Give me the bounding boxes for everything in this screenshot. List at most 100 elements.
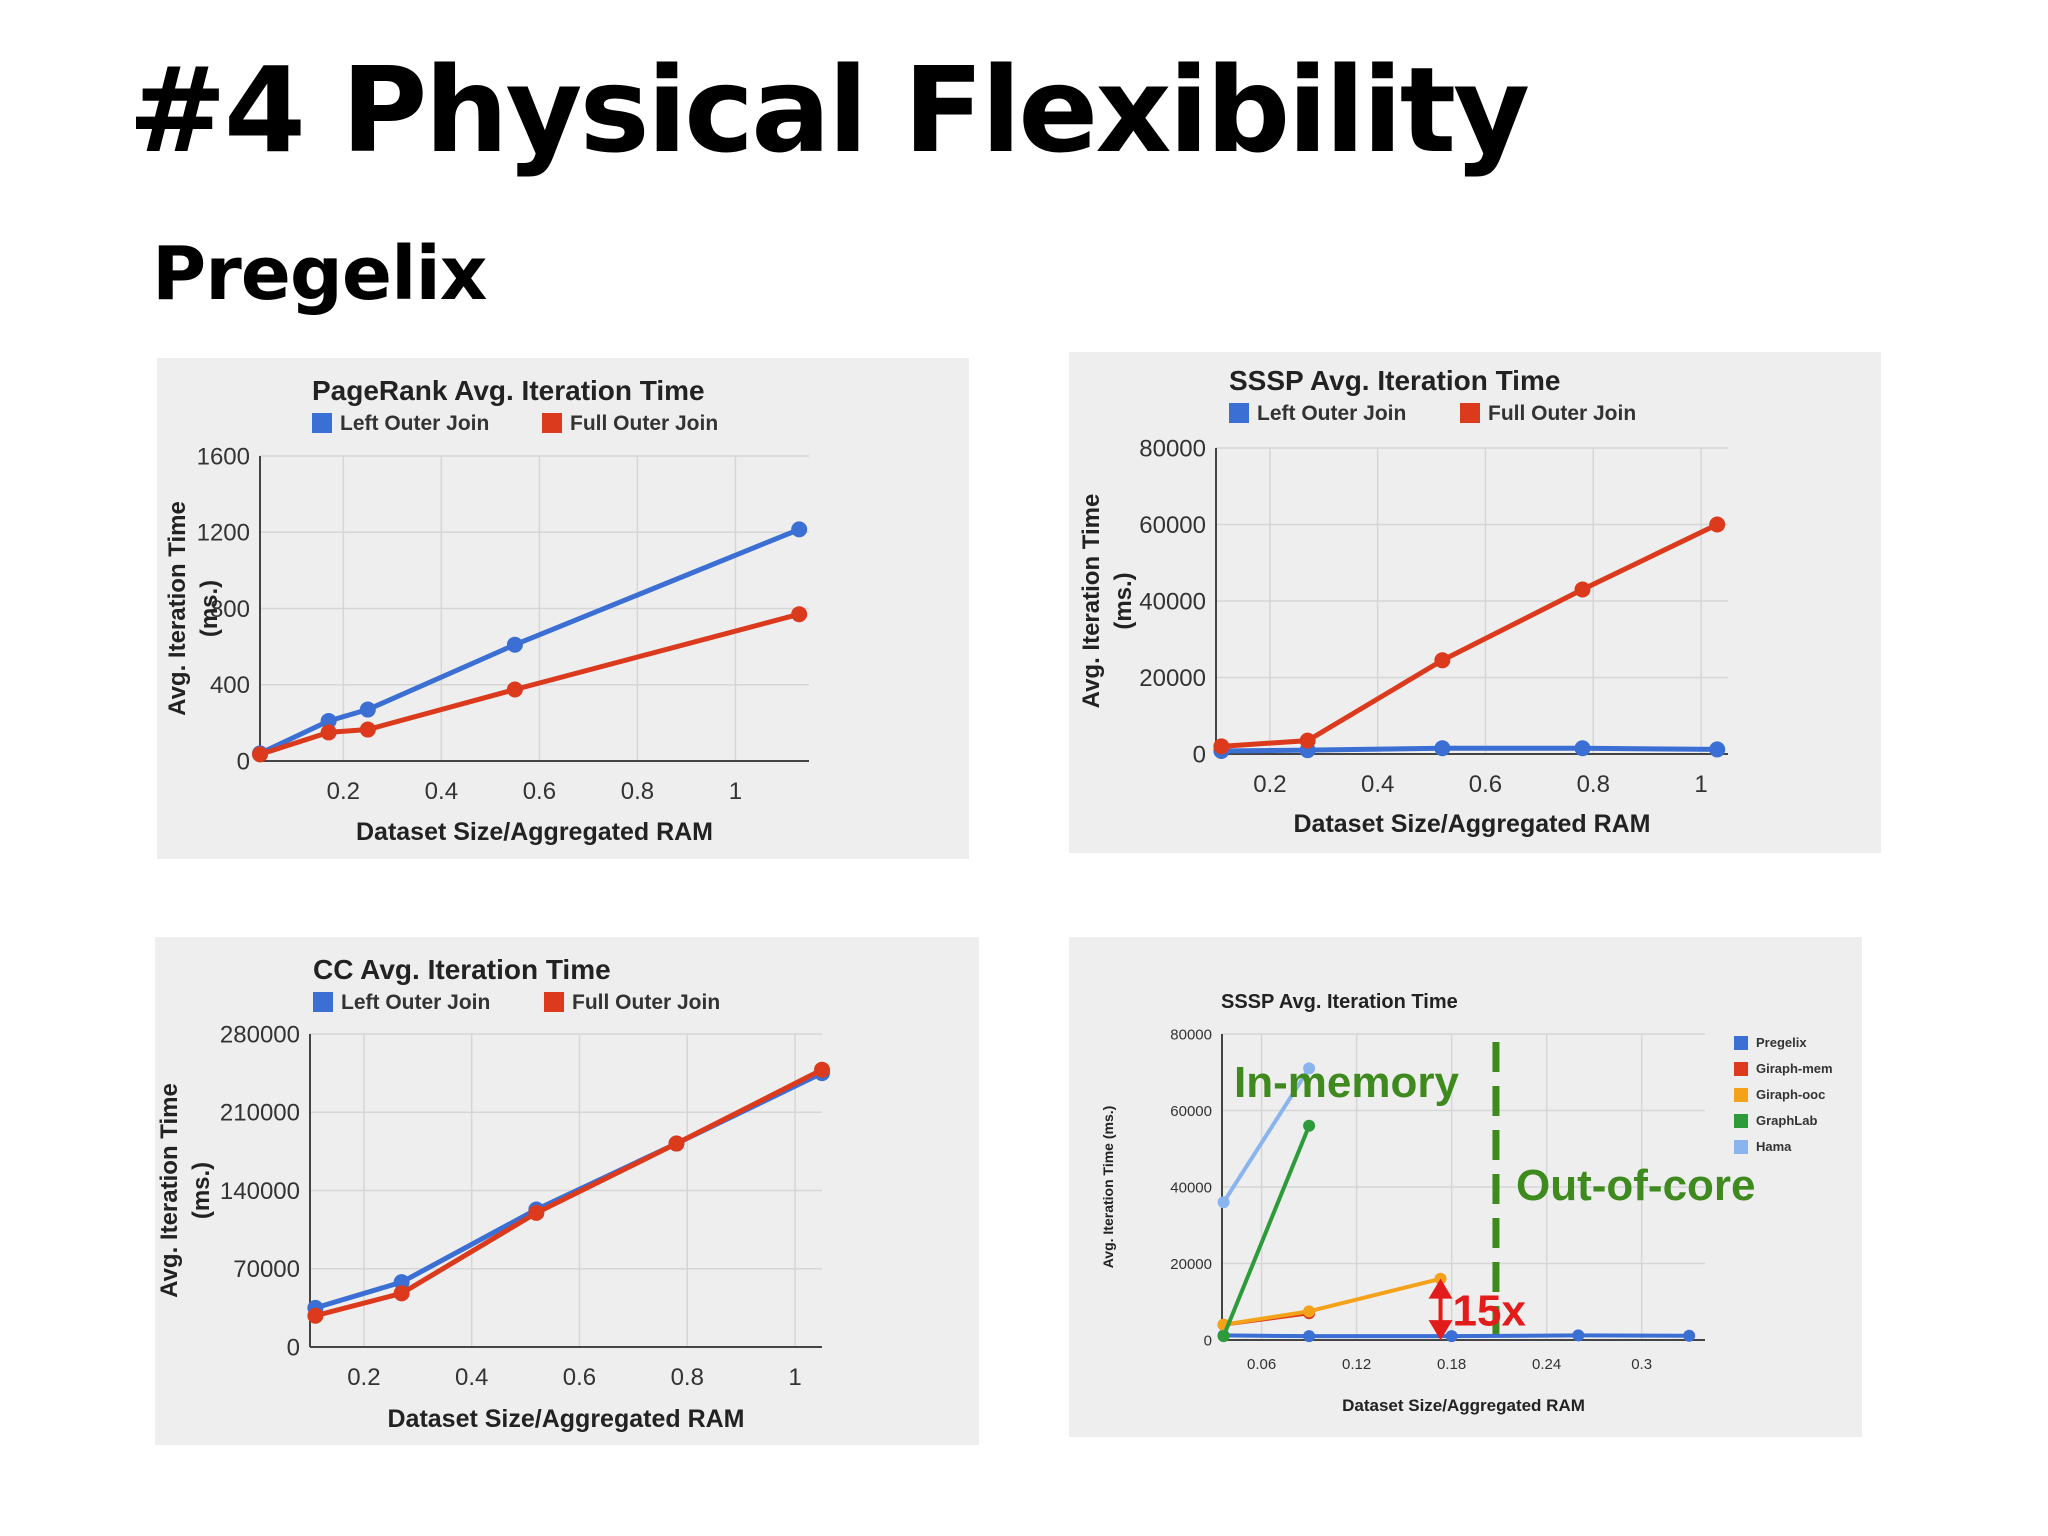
- legend-label: Hama: [1756, 1139, 1792, 1154]
- data-point: [506, 636, 523, 653]
- x-tick-label: 0.18: [1437, 1356, 1466, 1373]
- x-axis-label: Dataset Size/Aggregated RAM: [1342, 1396, 1585, 1415]
- legend-swatch: [1734, 1114, 1748, 1128]
- legend-label: Giraph-ooc: [1756, 1087, 1825, 1102]
- data-point: [252, 746, 268, 763]
- legend-label: Pregelix: [1756, 1035, 1807, 1050]
- data-point: [320, 712, 337, 729]
- y-tick-label: 80000: [1139, 435, 1206, 462]
- y-tick-label: 0: [287, 1334, 300, 1361]
- sssp-chart: 0 20000 40000 60000 80000 0.2 0.4 0.6 0.8 1 SSSP A…: [1078, 365, 1728, 838]
- data-point: [1303, 1119, 1316, 1132]
- series-line: [1223, 1276, 1442, 1327]
- x-tick-label: 0.2: [1253, 771, 1286, 798]
- data-point: [1217, 1330, 1230, 1343]
- data-point: [1572, 1329, 1585, 1342]
- pagerank-chart: 0 400 800 1200 1600 0.2 0.4 0.6 0.8 1 PageRank Avg…: [164, 375, 809, 846]
- sssp-comparison-chart-panel: 0 20000 40000 60000 80000 0.06 0.12 0.18 0.24 0.3…: [1069, 937, 1862, 1437]
- chart-title: SSSP Avg. Iteration Time: [1221, 991, 1458, 1013]
- cc-chart: 0 70000 140000 210000 280000 0.2 0.4 0.6 0.8 1 CC …: [156, 954, 830, 1433]
- in-memory-annotation: In-memory: [1234, 1058, 1459, 1107]
- legend-swatch: [1734, 1088, 1748, 1102]
- y-tick-label: 20000: [1170, 1256, 1212, 1273]
- y-tick-label: 20000: [1139, 665, 1206, 692]
- data-point: [791, 606, 808, 623]
- x-axis-label: Dataset Size/Aggregated RAM: [1293, 810, 1650, 838]
- series-line: [1221, 1125, 1311, 1337]
- series-line: [1221, 745, 1718, 754]
- y-tick-label: 400: [210, 672, 250, 699]
- out-of-core-annotation: Out-of-core: [1516, 1161, 1756, 1210]
- data-point: [1709, 741, 1726, 758]
- slide-subtitle: Pregelix: [152, 231, 488, 317]
- x-axis-label: Dataset Size/Aggregated RAM: [356, 818, 713, 846]
- data-point: [1213, 738, 1230, 755]
- legend-swatch: [1734, 1036, 1748, 1050]
- y-tick-label: 60000: [1170, 1103, 1212, 1120]
- y-axis-label: Avg. Iteration Time: [1078, 494, 1105, 709]
- x-tick-label: 0.8: [1577, 771, 1610, 798]
- data-point: [1303, 1305, 1316, 1318]
- data-point: [1434, 740, 1451, 757]
- chart-title: CC Avg. Iteration Time: [313, 954, 611, 985]
- x-tick-label: 0.6: [1469, 771, 1502, 798]
- legend-label: Left Outer Join: [1257, 402, 1406, 425]
- speedup-arrow-up-icon: [1428, 1278, 1453, 1299]
- data-point: [1574, 581, 1591, 598]
- y-tick-label: 0: [237, 748, 250, 775]
- data-point: [307, 1307, 324, 1324]
- x-tick-label: 0.2: [347, 1364, 380, 1391]
- legend-swatch: [1460, 403, 1480, 423]
- legend-swatch: [312, 413, 332, 433]
- sssp-chart-panel: 0 20000 40000 60000 80000 0.2 0.4 0.6 0.8 1 SSSP A…: [1069, 352, 1881, 853]
- x-tick-label: 0.4: [1361, 771, 1394, 798]
- y-tick-label: 40000: [1170, 1179, 1212, 1196]
- y-axis-label: (ms.): [188, 1162, 215, 1219]
- x-tick-label: 1: [1694, 771, 1707, 798]
- legend-label: Full Outer Join: [570, 412, 718, 435]
- legend-swatch: [313, 992, 333, 1012]
- x-tick-label: 0.3: [1631, 1356, 1652, 1373]
- slide-title: #4 Physical Flexibility: [128, 41, 1530, 179]
- y-axis-label: Avg. Iteration Time: [164, 501, 191, 716]
- legend-label: Left Outer Join: [341, 991, 490, 1014]
- y-tick-label: 1200: [197, 520, 250, 547]
- y-tick-label: 0: [1204, 1332, 1212, 1349]
- data-point: [359, 701, 376, 718]
- y-tick-label: 140000: [220, 1178, 300, 1205]
- x-axis-label: Dataset Size/Aggregated RAM: [387, 1405, 744, 1433]
- x-tick-label: 0.6: [563, 1364, 596, 1391]
- data-point: [393, 1285, 410, 1302]
- y-tick-label: 60000: [1139, 512, 1206, 539]
- legend-swatch: [542, 413, 562, 433]
- series-line: [1221, 522, 1719, 749]
- data-point: [814, 1061, 830, 1078]
- y-tick-label: 800: [210, 596, 250, 623]
- legend-label: Giraph-mem: [1756, 1061, 1833, 1076]
- y-axis-label: (ms.): [196, 580, 223, 637]
- legend-label: Full Outer Join: [572, 991, 720, 1014]
- data-point: [668, 1135, 685, 1152]
- sssp-comparison-chart: 0 20000 40000 60000 80000 0.06 0.12 0.18 0.24 0.3…: [1100, 991, 1833, 1415]
- legend-label: Left Outer Join: [340, 412, 489, 435]
- legend-label: GraphLab: [1756, 1113, 1817, 1128]
- data-point: [1683, 1329, 1696, 1342]
- x-tick-label: 0.8: [621, 778, 654, 805]
- data-point: [1303, 1330, 1316, 1343]
- data-point: [1299, 732, 1316, 749]
- legend-swatch: [1229, 403, 1249, 423]
- legend-swatch: [544, 992, 564, 1012]
- speedup-annotation: 15x: [1453, 1286, 1527, 1335]
- data-point: [1303, 1062, 1316, 1075]
- y-tick-label: 40000: [1139, 588, 1206, 615]
- y-tick-label: 1600: [197, 443, 250, 470]
- cc-chart-panel: 0 70000 140000 210000 280000 0.2 0.4 0.6 0.8 1 CC …: [155, 937, 979, 1445]
- x-tick-label: 1: [788, 1364, 801, 1391]
- x-tick-label: 0.2: [327, 778, 360, 805]
- y-tick-label: 210000: [220, 1100, 300, 1127]
- series-line: [1221, 1067, 1311, 1204]
- chart-title: SSSP Avg. Iteration Time: [1229, 365, 1560, 396]
- y-axis-label: Avg. Iteration Time (ms.): [1100, 1106, 1116, 1269]
- x-tick-label: 0.8: [671, 1364, 704, 1391]
- chart-title: PageRank Avg. Iteration Time: [312, 375, 705, 406]
